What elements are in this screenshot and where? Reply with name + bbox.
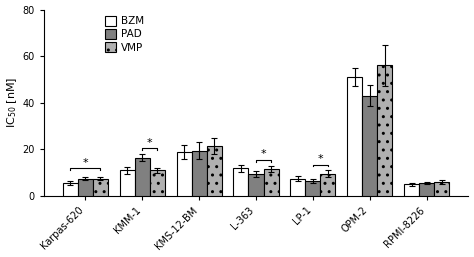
Y-axis label: IC$_{50}$ [nM]: IC$_{50}$ [nM] [6,77,19,128]
Bar [63,183,78,196]
Legend: BZM, PAD, VMP: BZM, PAD, VMP [104,15,145,54]
Bar [135,158,150,196]
Bar [177,152,191,196]
Text: *: * [147,138,153,148]
Bar [362,96,377,196]
Bar [347,77,362,196]
Bar [404,184,419,196]
Bar [320,174,336,196]
Text: *: * [82,158,88,168]
Bar [290,179,305,196]
Text: *: * [261,149,266,159]
Bar [191,151,207,196]
Bar [248,174,264,196]
Bar [207,146,222,196]
Bar [78,179,93,196]
Bar [93,179,108,196]
Bar [419,183,434,196]
Bar [377,66,392,196]
Bar [305,181,320,196]
Bar [233,168,248,196]
Bar [264,169,279,196]
Bar [150,170,165,196]
Bar [120,170,135,196]
Bar [434,182,449,196]
Text: *: * [318,154,323,164]
